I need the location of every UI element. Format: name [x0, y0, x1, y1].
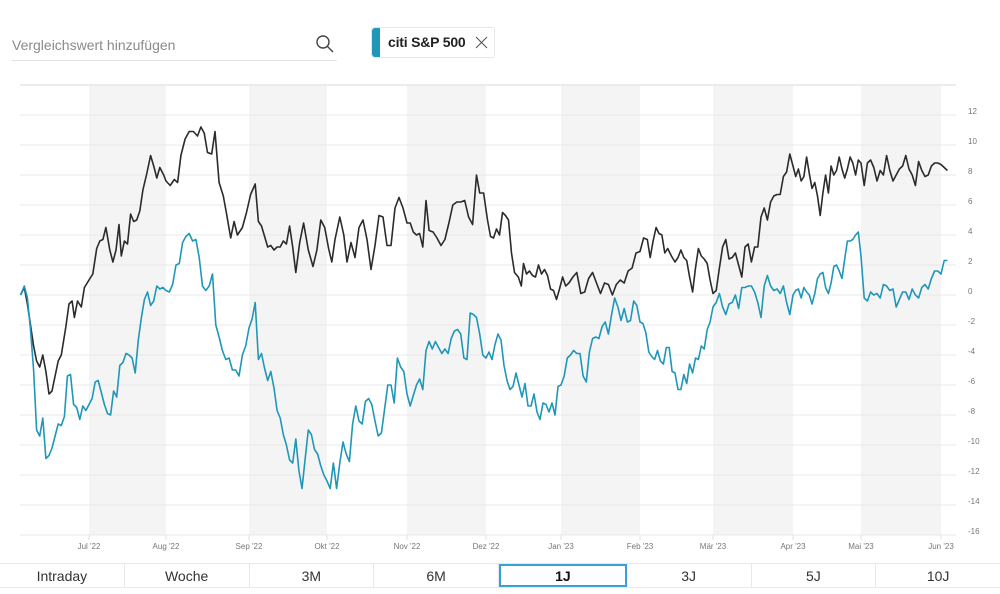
y-tick-label: 0: [968, 287, 973, 296]
y-tick-label: -8: [968, 407, 976, 416]
y-tick-label: -14: [968, 497, 980, 506]
x-tick-label: Jan '23: [548, 542, 574, 551]
close-icon[interactable]: [475, 36, 488, 49]
period-button-3j[interactable]: 3J: [626, 564, 752, 587]
x-tick-label: Apr '23: [780, 542, 806, 551]
x-tick-label: Aug '22: [153, 542, 180, 551]
month-band: [407, 85, 486, 535]
x-tick-label: Dez '22: [473, 542, 500, 551]
y-axis: 12 10 8 6 4 2 0 -2 -4 -6 -8 -10 -12 -14 -16: [968, 107, 980, 536]
x-tick-label: Mär '23: [700, 542, 727, 551]
y-tick-label: -12: [968, 467, 980, 476]
period-button-intraday[interactable]: Intraday: [0, 564, 125, 587]
month-band: [713, 85, 793, 535]
x-tick-label: Sep '22: [236, 542, 263, 551]
y-tick-label: 8: [968, 167, 973, 176]
month-band: [861, 85, 941, 535]
period-button-1j[interactable]: 1J: [499, 564, 627, 587]
comparison-chip-label: citi S&P 500: [388, 34, 466, 50]
y-tick-label: 2: [968, 257, 973, 266]
x-tick-label: Feb '23: [627, 542, 654, 551]
period-button-10j[interactable]: 10J: [876, 564, 1000, 587]
x-tick-label: Nov '22: [394, 542, 421, 551]
compare-search-input[interactable]: [12, 30, 302, 60]
x-tick-label: Okt '22: [314, 542, 340, 551]
compare-search: [12, 30, 337, 61]
y-tick-label: 10: [968, 137, 977, 146]
x-tick-label: Jul '22: [78, 542, 101, 551]
period-button-woche[interactable]: Woche: [124, 564, 250, 587]
series-line-base: [19, 126, 948, 395]
x-axis: Jul '22 Aug '22 Sep '22 Okt '22 Nov '22 Dez '…: [78, 535, 954, 551]
period-button-5j[interactable]: 5J: [751, 564, 877, 587]
x-tick-label: Mai '23: [848, 542, 874, 551]
y-tick-label: -10: [968, 437, 980, 446]
month-band: [89, 85, 166, 535]
y-tick-label: -16: [968, 527, 980, 536]
period-button-3m[interactable]: 3M: [249, 564, 375, 587]
month-band: [249, 85, 327, 535]
series-line-citi-sp500: [19, 231, 948, 490]
series-color-marker: [372, 28, 380, 57]
y-tick-label: 6: [968, 197, 973, 206]
y-tick-label: -4: [968, 347, 976, 356]
x-tick-label: Jun '23: [928, 542, 954, 551]
series-lines: [19, 126, 948, 490]
performance-chart: Jul '22 Aug '22 Sep '22 Okt '22 Nov '22 Dez '…: [19, 84, 980, 551]
y-tick-label: -6: [968, 377, 976, 386]
month-band: [561, 85, 640, 535]
y-tick-label: 12: [968, 107, 977, 116]
period-button-6m[interactable]: 6M: [374, 564, 499, 587]
period-selector: Intraday Woche 3M 6M 1J 3J 5J 10J: [0, 563, 1000, 588]
month-bands: [89, 85, 941, 535]
y-tick-label: -2: [968, 317, 976, 326]
y-tick-label: 4: [968, 227, 973, 236]
comparison-chip: citi S&P 500: [371, 27, 495, 58]
search-icon[interactable]: [315, 34, 335, 54]
